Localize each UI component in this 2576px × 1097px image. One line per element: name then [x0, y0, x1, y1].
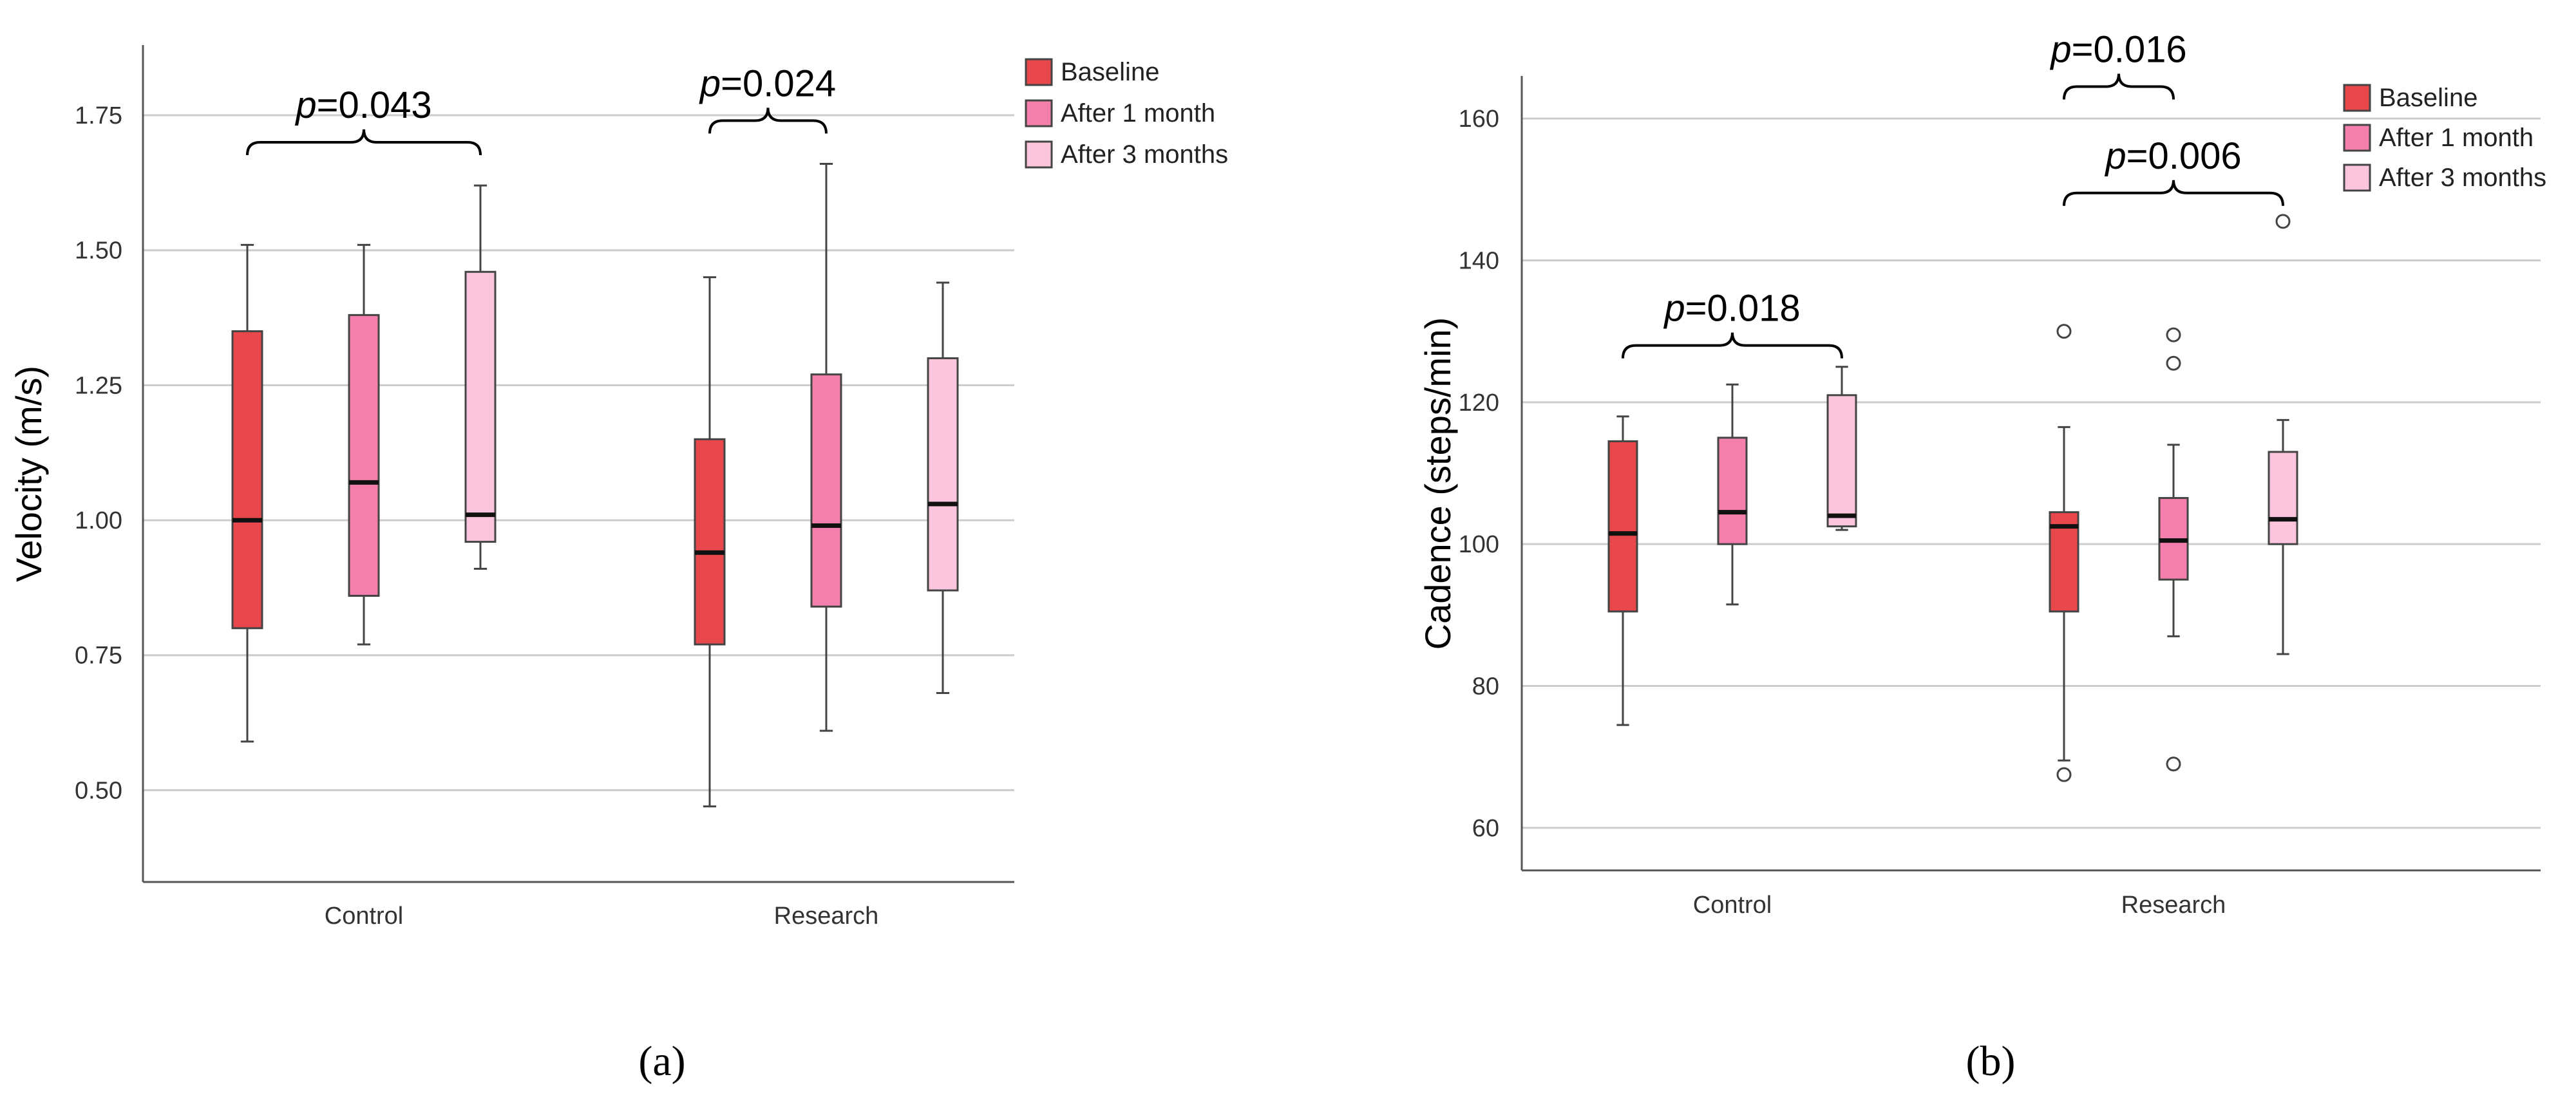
- outlier-point-0: [2056, 324, 2072, 339]
- x-tick-label-a-0: Control: [325, 903, 404, 930]
- x-tick-label-a-1: Research: [774, 903, 879, 930]
- box-b-after-3-months-control: [1826, 366, 1857, 531]
- significance-annotation-b-2: p=0.016: [2049, 29, 2187, 100]
- box-b-after-3-months-research: [2268, 214, 2298, 655]
- box-iqr: [2268, 451, 2298, 545]
- box-iqr: [1826, 394, 1857, 528]
- y-axis-title-b: Cadence (steps/min): [1417, 317, 1458, 650]
- legend-label-2: After 3 months: [2379, 164, 2546, 192]
- p-symbol: p: [2104, 135, 2126, 177]
- y-tick-label-b-2: 100: [1459, 531, 1499, 558]
- significance-annotation-b-1: p=0.006: [2063, 135, 2284, 206]
- box-a-after-3-months-control: [464, 184, 497, 570]
- y-tick-label-a-2: 1.00: [75, 507, 122, 534]
- legend-label-1: After 1 month: [2379, 124, 2533, 152]
- y-tick-label-b-0: 60: [1472, 815, 1499, 842]
- legend-label-0: Baseline: [1061, 58, 1159, 86]
- legend-swatch-1: [2343, 124, 2371, 152]
- bracket: [2063, 180, 2284, 206]
- y-tick-label-b-1: 80: [1472, 673, 1499, 700]
- y-tick-label-b-5: 160: [1459, 106, 1499, 133]
- p-symbol: p: [699, 62, 721, 104]
- box-iqr: [810, 373, 842, 608]
- y-axis-title-a: Velocity (m/s): [8, 366, 49, 582]
- box-iqr: [464, 270, 497, 543]
- p-value: =0.024: [721, 62, 836, 104]
- significance-annotation-a-0: p=0.043: [246, 84, 482, 156]
- box-iqr: [231, 330, 263, 630]
- box-iqr: [694, 438, 726, 646]
- box-a-after-1-month-research: [810, 163, 842, 732]
- y-tick-label-a-4: 1.50: [75, 238, 122, 265]
- box-iqr: [1717, 436, 1748, 545]
- outlier-point-1: [2056, 767, 2072, 782]
- box-iqr: [2049, 511, 2079, 613]
- box-a-after-1-month-control: [348, 243, 380, 646]
- x-tick-label-b-0: Control: [1693, 892, 1772, 919]
- outlier-point-1: [2166, 355, 2181, 371]
- p-value-label: p=0.024: [699, 62, 836, 104]
- bracket: [2063, 73, 2175, 100]
- p-symbol: p: [1663, 288, 1685, 330]
- legend-swatch-1: [1025, 99, 1053, 127]
- box-iqr: [348, 314, 380, 597]
- outlier-point-2: [2166, 756, 2181, 772]
- y-tick-label-b-3: 120: [1459, 389, 1499, 417]
- box-iqr: [927, 357, 959, 592]
- bracket: [246, 129, 482, 156]
- legend-label-1: After 1 month: [1061, 99, 1215, 127]
- p-value: =0.043: [317, 84, 432, 126]
- p-value: =0.006: [2126, 135, 2242, 177]
- significance-annotation-a-1: p=0.024: [699, 62, 836, 134]
- panel-label-a: (a): [638, 1038, 685, 1085]
- p-value-label: p=0.016: [2049, 29, 2186, 71]
- y-tick-label-a-3: 1.25: [75, 372, 122, 399]
- p-symbol: p: [294, 84, 316, 126]
- box-a-after-3-months-research: [927, 281, 959, 694]
- box-a-baseline-research: [694, 276, 726, 808]
- legend-b: Baseline After 1 month After 3 months: [2343, 84, 2546, 192]
- outlier-point-0: [2166, 327, 2181, 342]
- box-iqr: [1607, 440, 1638, 613]
- bracket: [1622, 332, 1843, 359]
- box-b-baseline-control: [1607, 415, 1638, 726]
- legend-swatch-0: [1025, 58, 1053, 86]
- bracket: [708, 108, 828, 134]
- p-value-label: p=0.043: [294, 84, 431, 126]
- y-tick-label-b-4: 140: [1459, 247, 1499, 274]
- y-tick-label-a-0: 0.50: [75, 777, 122, 804]
- x-tick-label-b-1: Research: [2121, 892, 2226, 919]
- p-value-label: p=0.006: [2104, 135, 2241, 177]
- legend-label-2: After 3 months: [1061, 140, 1228, 169]
- chart-panel-a: 0.50 0.75 1.00 1.25 1.50 1.75 Velocity (m/s) Co…: [8, 45, 1228, 1085]
- p-value: =0.016: [2072, 29, 2187, 71]
- legend-swatch-2: [1025, 140, 1053, 169]
- panel-label-b: (b): [1966, 1038, 2016, 1085]
- significance-annotation-b-0: p=0.018: [1622, 288, 1843, 359]
- p-value: =0.018: [1685, 288, 1801, 330]
- p-symbol: p: [2049, 29, 2071, 71]
- box-b-baseline-research: [2049, 324, 2079, 782]
- box-b-after-1-month-research: [2158, 327, 2189, 772]
- box-a-baseline-control: [231, 243, 263, 743]
- legend-swatch-2: [2343, 164, 2371, 192]
- legend-label-0: Baseline: [2379, 84, 2477, 112]
- legend-swatch-0: [2343, 84, 2371, 112]
- outlier-point-0: [2275, 214, 2291, 229]
- legend-a: Baseline After 1 month After 3 months: [1025, 58, 1228, 169]
- y-tick-label-a-5: 1.75: [75, 102, 122, 129]
- p-value-label: p=0.018: [1663, 288, 1800, 330]
- chart-panel-b: 60 80 100 120 140 160 Cadence (steps/min) Contr…: [1417, 29, 2546, 1085]
- y-tick-label-a-1: 0.75: [75, 642, 122, 670]
- box-b-after-1-month-control: [1717, 383, 1748, 606]
